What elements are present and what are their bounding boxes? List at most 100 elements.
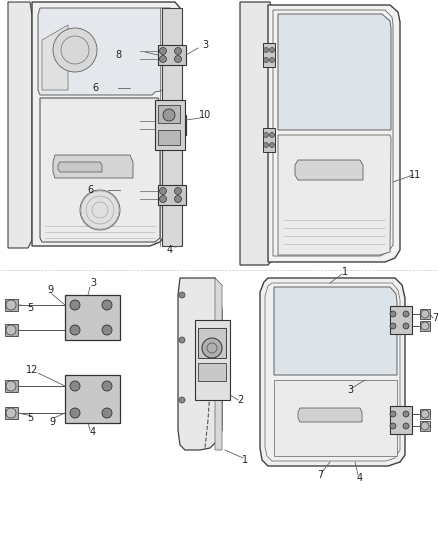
Polygon shape <box>38 8 178 95</box>
Circle shape <box>421 310 429 318</box>
Polygon shape <box>278 135 391 255</box>
Circle shape <box>70 408 80 418</box>
Circle shape <box>403 323 409 329</box>
Circle shape <box>421 410 429 418</box>
Bar <box>158 105 180 123</box>
Circle shape <box>403 311 409 317</box>
Polygon shape <box>5 380 18 392</box>
Bar <box>65 375 120 423</box>
Polygon shape <box>58 162 102 172</box>
Polygon shape <box>420 309 430 319</box>
Circle shape <box>264 142 268 148</box>
Bar <box>158 45 186 65</box>
Circle shape <box>159 196 166 203</box>
Circle shape <box>390 411 396 417</box>
Bar <box>390 306 412 334</box>
Circle shape <box>70 325 80 335</box>
Polygon shape <box>420 321 430 331</box>
Circle shape <box>390 323 396 329</box>
Polygon shape <box>215 278 222 450</box>
Circle shape <box>179 397 185 403</box>
Circle shape <box>421 322 429 330</box>
Circle shape <box>269 133 275 138</box>
Text: 8: 8 <box>115 50 121 60</box>
Circle shape <box>6 325 16 335</box>
Circle shape <box>102 408 112 418</box>
Polygon shape <box>5 407 18 419</box>
Polygon shape <box>274 380 397 456</box>
Circle shape <box>390 423 396 429</box>
Text: 10: 10 <box>199 110 211 120</box>
Bar <box>390 406 412 434</box>
Polygon shape <box>240 2 272 265</box>
Polygon shape <box>5 299 18 311</box>
Text: 5: 5 <box>27 303 33 313</box>
Text: 3: 3 <box>90 278 96 288</box>
Polygon shape <box>420 421 430 431</box>
Circle shape <box>159 47 166 54</box>
Bar <box>263 43 275 67</box>
Circle shape <box>179 337 185 343</box>
Text: 1: 1 <box>242 455 248 465</box>
Polygon shape <box>32 2 182 246</box>
Circle shape <box>80 190 120 230</box>
Polygon shape <box>5 324 18 336</box>
Text: 3: 3 <box>347 385 353 395</box>
Text: 2: 2 <box>237 395 243 405</box>
Bar <box>198 328 226 358</box>
Circle shape <box>6 300 16 310</box>
Circle shape <box>174 125 181 133</box>
Text: 3: 3 <box>202 40 208 50</box>
Circle shape <box>403 411 409 417</box>
Polygon shape <box>420 409 430 419</box>
Circle shape <box>102 300 112 310</box>
Polygon shape <box>162 8 182 246</box>
Text: 6: 6 <box>92 83 98 93</box>
Bar <box>155 100 185 150</box>
Circle shape <box>102 325 112 335</box>
Circle shape <box>159 55 166 62</box>
Polygon shape <box>42 25 68 90</box>
Circle shape <box>174 55 181 62</box>
Circle shape <box>269 47 275 52</box>
Polygon shape <box>278 14 391 130</box>
Circle shape <box>174 117 181 125</box>
Bar <box>65 295 120 340</box>
Text: 5: 5 <box>27 413 33 423</box>
Circle shape <box>403 423 409 429</box>
Polygon shape <box>53 155 133 178</box>
Bar <box>198 363 226 381</box>
Bar <box>158 115 186 135</box>
Text: 6: 6 <box>87 185 93 195</box>
Circle shape <box>174 188 181 195</box>
Polygon shape <box>40 98 160 242</box>
Text: 4: 4 <box>357 473 363 483</box>
Text: 1: 1 <box>342 267 348 277</box>
Polygon shape <box>295 160 363 180</box>
Text: 9: 9 <box>49 417 55 427</box>
Text: 7: 7 <box>317 470 323 480</box>
Polygon shape <box>8 2 32 248</box>
Polygon shape <box>298 408 362 422</box>
Circle shape <box>53 28 97 72</box>
Bar <box>195 320 230 400</box>
Text: 7: 7 <box>432 313 438 323</box>
Circle shape <box>70 381 80 391</box>
Circle shape <box>269 58 275 62</box>
Circle shape <box>159 125 166 133</box>
Text: 12: 12 <box>26 365 38 375</box>
Circle shape <box>269 142 275 148</box>
Bar <box>158 130 180 145</box>
Circle shape <box>163 109 175 121</box>
Circle shape <box>6 408 16 418</box>
Circle shape <box>264 133 268 138</box>
Text: 4: 4 <box>90 427 96 437</box>
Circle shape <box>179 292 185 298</box>
Polygon shape <box>268 5 400 262</box>
Bar <box>263 128 275 152</box>
Circle shape <box>159 188 166 195</box>
Polygon shape <box>260 278 405 466</box>
Text: 4: 4 <box>167 245 173 255</box>
Circle shape <box>174 196 181 203</box>
Circle shape <box>159 117 166 125</box>
